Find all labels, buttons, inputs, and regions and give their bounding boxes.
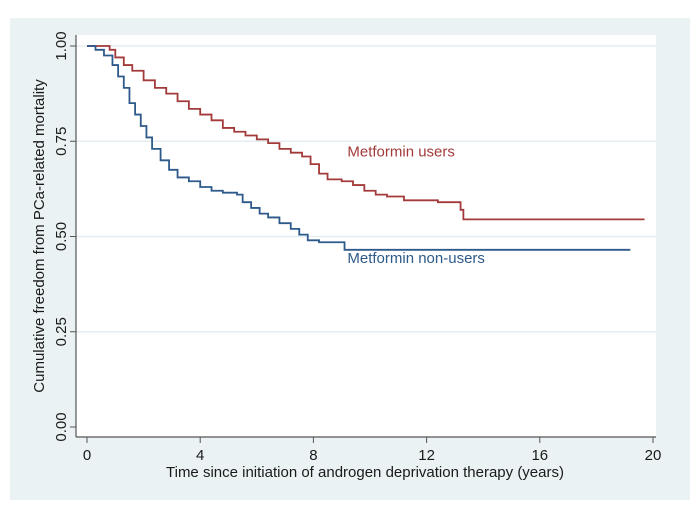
annotations: Metformin users Metformin non-users — [347, 143, 485, 267]
axes: 0.00 0.25 0.50 0.75 1.00 0 4 8 12 16 20 — [53, 31, 661, 464]
y-axis-title: Cumulative freedom from PCa-related mort… — [31, 79, 48, 393]
x-tick-label: 16 — [531, 447, 548, 464]
gridlines — [76, 45, 656, 333]
y-tick-label: 0.50 — [53, 222, 70, 251]
x-tick-label: 12 — [418, 447, 435, 464]
annotation-metformin-non-users: Metformin non-users — [347, 250, 485, 267]
y-tick-label: 0.00 — [53, 412, 70, 441]
x-tick-label: 4 — [196, 447, 204, 464]
series-line-metformin-non-users — [87, 45, 631, 251]
annotation-metformin-users: Metformin users — [347, 143, 455, 160]
x-axis-title: Time since initiation of androgen depriv… — [166, 464, 564, 481]
y-tick-label: 1.00 — [53, 31, 70, 60]
series-layer — [87, 45, 645, 251]
series-line-metformin-users — [87, 45, 645, 221]
y-tick-label: 0.75 — [53, 127, 70, 156]
x-tick-label: 0 — [83, 447, 91, 464]
x-tick-label: 8 — [309, 447, 317, 464]
y-tick-label: 0.25 — [53, 317, 70, 346]
x-tick-label: 20 — [645, 447, 662, 464]
